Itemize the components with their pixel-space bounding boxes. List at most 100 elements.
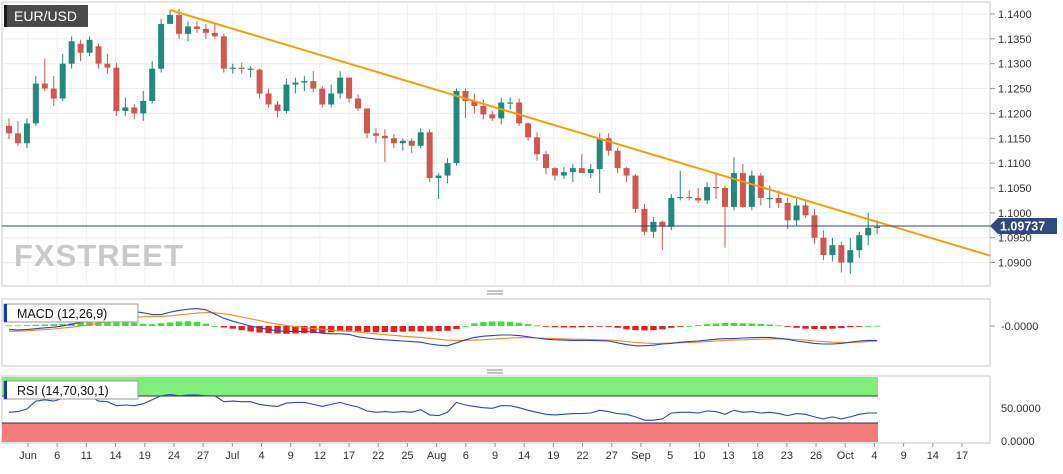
rsi-title[interactable]: RSI (14,70,30,1) bbox=[3, 380, 139, 400]
macd-hist-bar bbox=[829, 326, 836, 329]
candle bbox=[435, 173, 442, 199]
candle-body bbox=[811, 215, 818, 238]
macd-signal-line bbox=[8, 311, 878, 344]
macd-hist-bar bbox=[551, 326, 559, 328]
candle bbox=[328, 84, 335, 108]
macd-hist-bar bbox=[211, 326, 219, 327]
candle bbox=[399, 138, 406, 151]
symbol-label[interactable]: EUR/USD bbox=[4, 5, 88, 27]
candle bbox=[704, 182, 711, 204]
candle bbox=[86, 36, 93, 57]
candle-body bbox=[498, 102, 505, 119]
date-label: 4 bbox=[258, 450, 264, 462]
candle bbox=[283, 78, 290, 114]
macd-hist-bar bbox=[560, 326, 568, 328]
candle bbox=[59, 53, 66, 101]
macd-hist-bar bbox=[873, 325, 881, 327]
candle bbox=[838, 241, 845, 273]
macd-title-text: MACD (12,26,9) bbox=[17, 307, 107, 321]
candle-body bbox=[632, 175, 639, 209]
candle bbox=[6, 118, 12, 140]
resistance-trendline[interactable] bbox=[169, 9, 991, 257]
macd-hist-bar bbox=[274, 326, 281, 334]
symbol-label-marker bbox=[4, 5, 7, 27]
panel-splitter-2[interactable] bbox=[487, 369, 503, 374]
rsi-tick-50: 50.0000 bbox=[1001, 403, 1041, 415]
candle bbox=[462, 88, 469, 119]
candle-body bbox=[704, 187, 711, 201]
candle-body bbox=[158, 23, 165, 69]
rsi-overbought-zone bbox=[2, 377, 878, 396]
candle-body bbox=[256, 69, 263, 94]
macd-hist-bar bbox=[175, 321, 183, 326]
rsi-line bbox=[8, 393, 878, 421]
candle bbox=[775, 190, 782, 208]
macd-hist-bar bbox=[372, 326, 380, 333]
macd-hist-bar bbox=[605, 326, 612, 327]
candle bbox=[525, 122, 532, 141]
macd-hist-bar bbox=[140, 323, 147, 326]
candle-body bbox=[525, 123, 532, 138]
candle bbox=[247, 66, 254, 78]
candle bbox=[68, 36, 75, 69]
date-label: 5 bbox=[667, 450, 673, 462]
date-label: Jul bbox=[225, 450, 239, 462]
panel-splitter-1[interactable] bbox=[487, 290, 503, 295]
macd-hist-bar bbox=[426, 326, 433, 332]
candle bbox=[650, 216, 657, 238]
last-price-tag: 1.09737 bbox=[990, 217, 1057, 234]
candle-body bbox=[104, 63, 111, 68]
date-label: 10 bbox=[693, 450, 705, 462]
date-label: 4 bbox=[871, 450, 877, 462]
candle bbox=[426, 129, 433, 183]
macd-hist-bar bbox=[193, 321, 201, 326]
candle-body bbox=[587, 169, 594, 174]
macd-hist-bar bbox=[462, 326, 469, 327]
price-tick-label: 1.1250 bbox=[998, 84, 1032, 96]
date-label: Jun bbox=[19, 450, 37, 462]
macd-hist-bar bbox=[417, 326, 424, 332]
macd-hist-bar bbox=[793, 326, 800, 328]
macd-hist-bar bbox=[50, 324, 57, 326]
candle bbox=[489, 110, 496, 121]
candle bbox=[319, 86, 326, 108]
macd-hist-bar bbox=[596, 326, 603, 327]
date-label: 25 bbox=[401, 450, 413, 462]
macd-hist-bar bbox=[444, 326, 451, 331]
candle bbox=[605, 133, 612, 156]
candle-body bbox=[784, 202, 791, 221]
macd-hist-bar bbox=[694, 325, 702, 326]
macd-hist-bar bbox=[730, 323, 738, 326]
macd-hist-bar bbox=[345, 326, 353, 331]
candle bbox=[104, 53, 111, 74]
candle-body bbox=[319, 88, 326, 105]
candle-body bbox=[543, 154, 549, 169]
candle-body bbox=[113, 67, 120, 111]
macd-title[interactable]: MACD (12,26,9) bbox=[3, 303, 139, 323]
macd-hist-bar bbox=[542, 326, 550, 327]
symbol-label-text: EUR/USD bbox=[14, 8, 77, 24]
candle-body bbox=[668, 197, 675, 227]
candle-body bbox=[677, 196, 684, 199]
candle bbox=[202, 23, 209, 39]
candle bbox=[408, 138, 415, 154]
date-label: 9 bbox=[492, 450, 498, 462]
candle-body bbox=[122, 107, 129, 111]
macd-hist-bar bbox=[775, 325, 782, 327]
date-label: 18 bbox=[752, 450, 764, 462]
candle bbox=[632, 174, 639, 213]
candle bbox=[578, 154, 585, 174]
candle bbox=[471, 93, 478, 114]
macd-zero-label: -0.0000 bbox=[1001, 321, 1038, 333]
candle bbox=[372, 128, 379, 144]
macd-hist-bar bbox=[354, 326, 362, 332]
date-label: 22 bbox=[576, 450, 588, 462]
candle bbox=[301, 76, 308, 92]
candle-body bbox=[793, 205, 800, 221]
rsi-tick-0: 0.0000 bbox=[1001, 436, 1035, 448]
candle bbox=[543, 150, 549, 175]
macd-hist-bar bbox=[587, 326, 594, 327]
candle bbox=[569, 164, 576, 183]
price-tick-label: 1.0950 bbox=[998, 233, 1032, 245]
